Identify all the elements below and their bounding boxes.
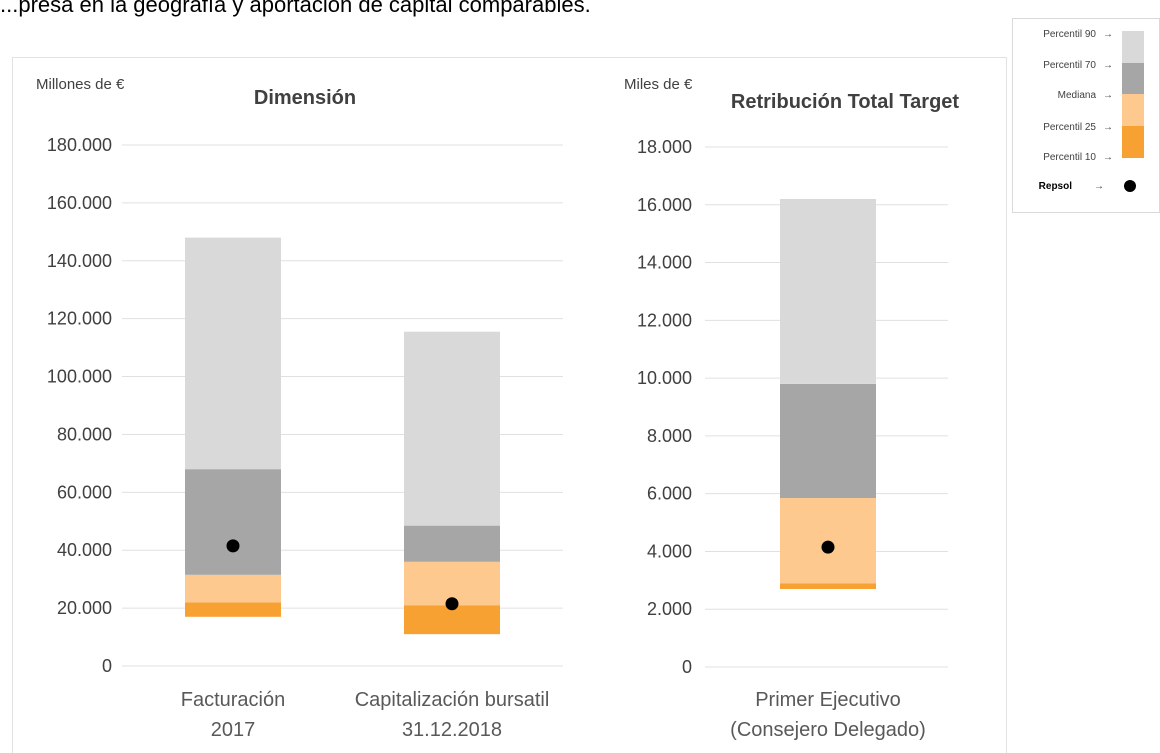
- legend-swatch-4: [1122, 126, 1144, 158]
- legend-swatch-3: [1122, 94, 1144, 126]
- legend-label-p70: Percentil 70: [1043, 60, 1096, 71]
- chart2-ytick-label: 8.000: [647, 426, 692, 446]
- chart2-category-1-line2: (Consejero Delegado): [730, 719, 926, 741]
- chart2-ytick-label: 0: [682, 657, 692, 677]
- chart1-ytick-label: 60.000: [57, 482, 112, 502]
- legend-label-p25: Percentil 25: [1043, 122, 1096, 133]
- chart1-bar1-segment-mediana-p70: [185, 469, 281, 575]
- chart1-bar2-segment-mediana-p70: [404, 525, 500, 562]
- chart2-category-1-line1: Primer Ejecutivo: [755, 689, 901, 711]
- chart2-ytick-label: 4.000: [647, 541, 692, 561]
- chart2-bar1-segment-mediana-p70: [780, 383, 876, 498]
- chart2-title: Retribución Total Target: [731, 91, 959, 113]
- chart1-category-2-line2: 31.12.2018: [402, 719, 502, 741]
- chart1-title: Dimensión: [254, 87, 356, 109]
- chart1-ytick-label: 100.000: [47, 367, 112, 387]
- chart2-ytick-label: 2.000: [647, 599, 692, 619]
- chart1-category-1-line2: 2017: [211, 719, 256, 741]
- chart1-ytick-label: 160.000: [47, 193, 112, 213]
- legend-arrow-p90: →: [1103, 29, 1113, 40]
- chart2-ytick-label: 10.000: [637, 368, 692, 388]
- legend-arrow-mediana: →: [1103, 90, 1113, 101]
- chart1-ytick-label: 40.000: [57, 540, 112, 560]
- chart1-bar1-segment-p70-p90: [185, 237, 281, 470]
- legend-swatch-1: [1122, 31, 1144, 63]
- chart-marks: 0 20.000 40.000 60.000 80.000 100.000 120.000 1…: [47, 31, 1144, 677]
- legend-arrow-p70: →: [1103, 60, 1113, 71]
- chart2-ytick-label: 14.000: [637, 253, 692, 273]
- chart2-ytick-label: 16.000: [637, 195, 692, 215]
- chart2-ytick-label: 6.000: [647, 484, 692, 504]
- chart1-bar2-segment-p70-p90: [404, 331, 500, 526]
- legend-arrow-p25: →: [1103, 122, 1113, 133]
- chart2-bar1-segment-p70-p90: [780, 199, 876, 384]
- legend-label-repsol: Repsol: [1039, 181, 1073, 192]
- chart1-bar1-repsol-marker: [226, 539, 240, 553]
- header-text-fragment: ...presa en la geografía y aportación de…: [0, 0, 591, 17]
- legend-arrow-p10: →: [1103, 152, 1113, 163]
- chart1-ytick-label: 80.000: [57, 424, 112, 444]
- legend-arrow-repsol: →: [1094, 181, 1104, 192]
- chart-panel: [12, 57, 1007, 753]
- legend-swatch-2: [1122, 63, 1144, 94]
- chart1-bar1-segment-p25-mediana: [185, 574, 281, 603]
- chart1-category-2-line1: Capitalización bursatil: [355, 689, 550, 711]
- legend-label-mediana: Mediana: [1058, 90, 1097, 101]
- chart1-ytick-label: 0: [102, 656, 112, 676]
- chart2-unit-label: Miles de €: [624, 76, 693, 93]
- chart2-ytick-label: 18.000: [637, 137, 692, 157]
- chart1-bar1-segment-p10-p25: [185, 602, 281, 617]
- chart2-bar1-repsol-marker: [821, 540, 835, 554]
- chart1-ytick-label: 120.000: [47, 309, 112, 329]
- chart1-bar2-repsol-marker: [445, 597, 459, 611]
- chart1-unit-label: Millones de €: [36, 76, 125, 93]
- legend-label-p10: Percentil 10: [1043, 152, 1096, 163]
- chart2-bar1-segment-p10-p25: [780, 583, 876, 589]
- chart1-category-1-line1: Facturación: [181, 689, 286, 711]
- chart1-ytick-label: 180.000: [47, 135, 112, 155]
- chart1-ytick-label: 20.000: [57, 598, 112, 618]
- chart2-ytick-label: 12.000: [637, 310, 692, 330]
- legend-label-p90: Percentil 90: [1043, 29, 1096, 40]
- legend-repsol-marker: [1124, 180, 1136, 192]
- chart1-ytick-label: 140.000: [47, 251, 112, 271]
